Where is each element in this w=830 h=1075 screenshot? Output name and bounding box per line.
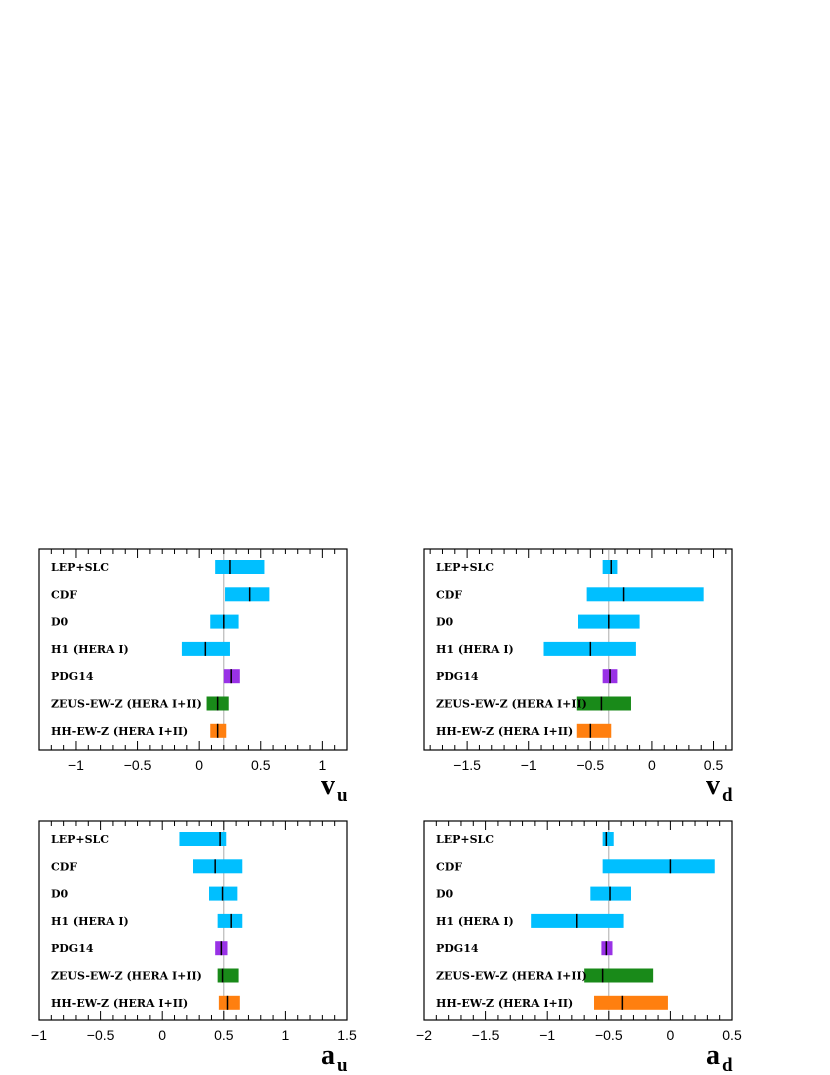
x-tick-label-vu-4: 1	[318, 757, 326, 773]
plot-frame	[38, 548, 348, 751]
x-axis-title-sub-vu: u	[337, 785, 348, 806]
plot-frame	[38, 820, 348, 1021]
x-tick-label-au-2: 0	[158, 1027, 166, 1043]
x-tick-label-au-0: −1	[31, 1027, 47, 1043]
interval-bar-vd-0	[602, 560, 618, 574]
chart-panel-vd: LEP+SLC CDF D0 H1 (HERA I) PDG14 ZEUS-EW-Z (H…	[423, 548, 733, 806]
row-label-ad-6: HH-EW-Z (HERA I+II)	[436, 997, 573, 1010]
row-label-ad-5: ZEUS-EW-Z (HERA I+II)	[436, 970, 587, 983]
x-tick-label-ad-0: −2	[416, 1027, 432, 1043]
interval-bar-vu-0	[215, 560, 265, 574]
x-tick-label-au-3: 0.5	[214, 1027, 234, 1043]
x-tick-label-au-5: 1.5	[337, 1027, 357, 1043]
x-tick-label-vd-2: −0.5	[576, 757, 604, 773]
chart-panel-ad: LEP+SLC CDF D0 H1 (HERA I) PDG14 ZEUS-EW-Z (H…	[416, 820, 742, 1075]
row-label-vd-3: H1 (HERA I)	[436, 643, 514, 656]
row-label-vu-0: LEP+SLC	[51, 561, 109, 574]
x-tick-label-au-4: 1	[282, 1027, 290, 1043]
x-tick-label-vu-3: 0.5	[251, 757, 271, 773]
row-label-vu-4: PDG14	[51, 670, 94, 683]
row-label-vd-0: LEP+SLC	[436, 561, 494, 574]
x-tick-label-ad-2: −1	[539, 1027, 555, 1043]
row-label-vu-3: H1 (HERA I)	[51, 643, 129, 656]
row-label-vd-5: ZEUS-EW-Z (HERA I+II)	[436, 698, 587, 711]
x-tick-label-vd-1: −1	[521, 757, 537, 773]
row-label-au-3: H1 (HERA I)	[51, 915, 129, 928]
row-label-vd-4: PDG14	[436, 670, 479, 683]
x-tick-label-vu-0: −1	[68, 757, 84, 773]
interval-bar-au-6	[218, 995, 240, 1010]
row-label-vu-1: CDF	[51, 588, 77, 601]
row-label-ad-3: H1 (HERA I)	[436, 915, 514, 928]
interval-bar-vd-1	[586, 587, 704, 602]
chart-panel-au: LEP+SLC CDF D0 H1 (HERA I) PDG14 ZEUS-EW-Z (H…	[31, 820, 357, 1075]
row-label-vu-2: D0	[51, 616, 69, 629]
row-label-au-6: HH-EW-Z (HERA I+II)	[51, 997, 188, 1010]
interval-bar-au-5	[217, 968, 239, 983]
x-tick-label-ad-3: −0.5	[595, 1027, 623, 1043]
row-label-au-4: PDG14	[51, 942, 94, 955]
row-label-vd-1: CDF	[436, 588, 462, 601]
x-tick-label-ad-5: 0.5	[722, 1027, 742, 1043]
row-label-ad-0: LEP+SLC	[436, 833, 494, 846]
row-label-vd-2: D0	[436, 616, 454, 629]
x-axis-title-au: a	[321, 1040, 335, 1071]
row-label-au-2: D0	[51, 888, 69, 901]
interval-bar-vu-1	[225, 587, 270, 602]
row-label-ad-1: CDF	[436, 860, 462, 873]
x-axis-title-ad: a	[706, 1040, 720, 1071]
x-axis-title-sub-au: u	[337, 1055, 348, 1075]
row-label-au-1: CDF	[51, 860, 77, 873]
interval-bar-vd-5	[576, 696, 631, 711]
x-tick-label-vd-0: −1.5	[453, 757, 481, 773]
interval-bar-au-0	[179, 832, 227, 846]
row-label-vu-6: HH-EW-Z (HERA I+II)	[51, 725, 188, 738]
interval-bar-ad-6	[594, 995, 668, 1010]
x-tick-label-ad-1: −1.5	[472, 1027, 500, 1043]
interval-bar-au-3	[217, 913, 243, 928]
row-label-ad-4: PDG14	[436, 942, 479, 955]
x-tick-label-vd-4: 0.5	[704, 757, 724, 773]
row-label-au-0: LEP+SLC	[51, 833, 109, 846]
plot-frame	[423, 820, 733, 1021]
row-label-vd-6: HH-EW-Z (HERA I+II)	[436, 725, 573, 738]
x-tick-label-au-1: −0.5	[87, 1027, 115, 1043]
interval-bar-vd-6	[576, 723, 612, 738]
x-tick-label-vu-2: 0	[195, 757, 203, 773]
row-label-ad-2: D0	[436, 888, 454, 901]
interval-bar-au-1	[193, 859, 243, 874]
interval-bar-ad-5	[584, 968, 654, 983]
interval-bar-ad-1	[602, 859, 715, 874]
x-tick-label-vu-1: −0.5	[124, 757, 152, 773]
x-axis-title-vu: v	[321, 770, 335, 801]
interval-bar-ad-0	[602, 832, 614, 846]
x-axis-title-sub-ad: d	[722, 1055, 733, 1075]
x-tick-label-ad-4: 0	[667, 1027, 675, 1043]
row-label-vu-5: ZEUS-EW-Z (HERA I+II)	[51, 698, 202, 711]
row-label-au-5: ZEUS-EW-Z (HERA I+II)	[51, 970, 202, 983]
chart-panel-vu: LEP+SLC CDF D0 H1 (HERA I) PDG14 ZEUS-EW-Z (H…	[38, 548, 348, 806]
x-axis-title-sub-vd: d	[722, 785, 733, 806]
x-axis-title-vd: v	[706, 770, 720, 801]
x-tick-label-vd-3: 0	[648, 757, 656, 773]
